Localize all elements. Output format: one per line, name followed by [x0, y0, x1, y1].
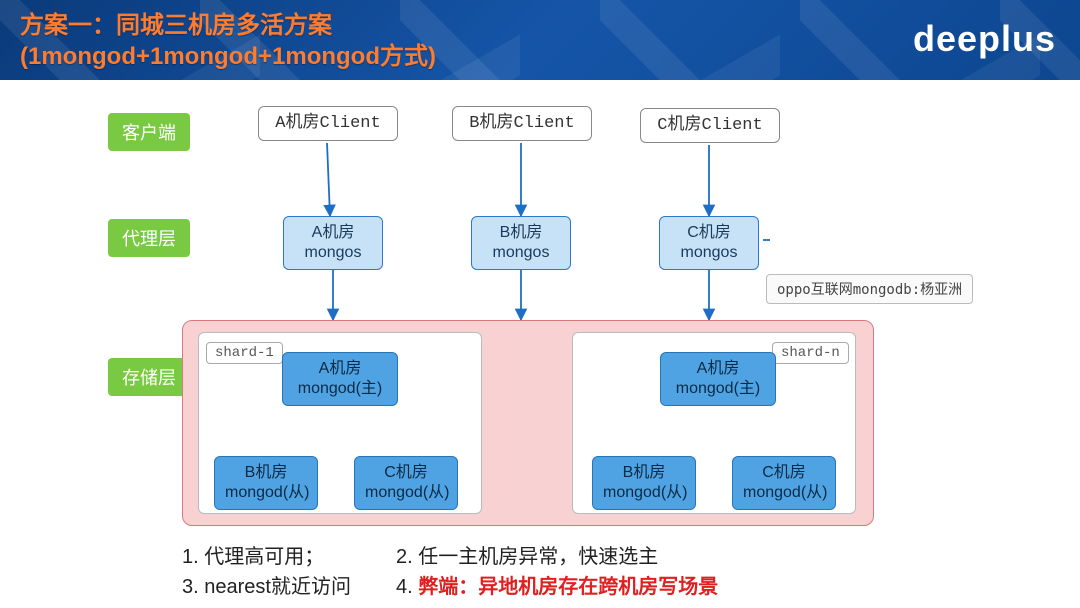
- shard-1-replica-c: C机房 mongod(从): [354, 456, 458, 510]
- layer-label-proxy: 代理层: [108, 219, 190, 257]
- shard-n-tag: shard-n: [772, 342, 849, 364]
- proxy-c: C机房 mongos: [659, 216, 759, 270]
- shard-n-replica-c: C机房 mongod(从): [732, 456, 836, 510]
- proxy-a: A机房 mongos: [283, 216, 383, 270]
- footer-item-3: 3. nearest就近访问: [182, 570, 351, 599]
- proxy-b: B机房 mongos: [471, 216, 571, 270]
- shard-1-replica-b: B机房 mongod(从): [214, 456, 318, 510]
- client-c: C机房Client: [640, 108, 780, 143]
- title-line-1: 方案一：同城三机房多活方案: [20, 10, 1060, 41]
- diagram-canvas: 客户端 代理层 存储层 A机房Client B机房Client C机房Clien…: [0, 80, 1080, 608]
- shard-1-primary: A机房 mongod(主): [282, 352, 398, 406]
- shard-n-primary: A机房 mongod(主): [660, 352, 776, 406]
- footer-item-1: 1. 代理高可用；: [182, 540, 324, 569]
- client-b: B机房Client: [452, 106, 592, 141]
- slide-header: 方案一：同城三机房多活方案 (1mongod+1mongod+1mongod方式…: [0, 0, 1080, 80]
- layer-label-storage: 存储层: [108, 358, 190, 396]
- title-line-2: (1mongod+1mongod+1mongod方式): [20, 41, 1060, 72]
- shard-1-tag: shard-1: [206, 342, 283, 364]
- shard-n-replica-b: B机房 mongod(从): [592, 456, 696, 510]
- footer-item-4: 4. 弊端：异地机房存在跨机房写场景: [396, 570, 718, 599]
- layer-label-client: 客户端: [108, 113, 190, 151]
- client-a: A机房Client: [258, 106, 398, 141]
- attribution-box: oppo互联网mongodb:杨亚洲: [766, 274, 973, 304]
- brand-logo: deeplus: [913, 18, 1056, 60]
- footer-item-2: 2. 任一主机房异常，快速选主: [396, 540, 658, 569]
